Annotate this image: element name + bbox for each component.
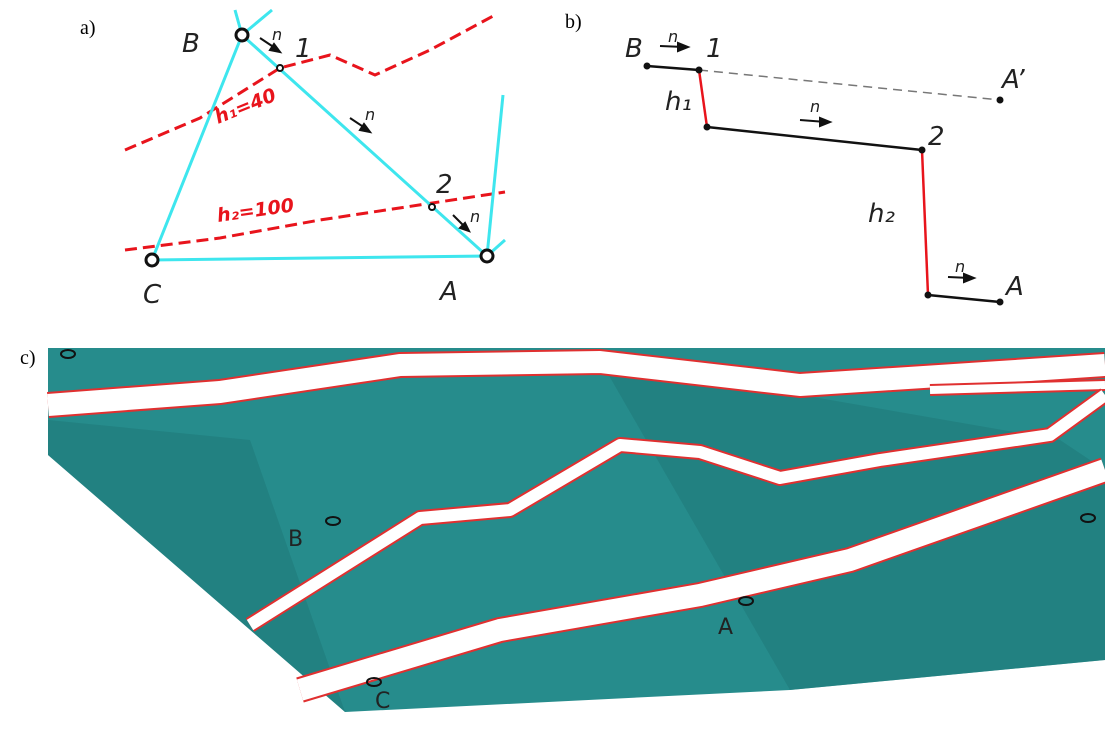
triangulation xyxy=(152,10,505,260)
point-label: A xyxy=(1004,272,1024,302)
panel-label: c) xyxy=(20,347,36,369)
point-label: C xyxy=(375,689,390,714)
normal-label: n xyxy=(955,257,965,276)
point-label: 1 xyxy=(295,34,312,64)
normal-label: n xyxy=(810,97,820,116)
point-label: A’ xyxy=(1000,65,1025,95)
contour-label: h₂=100 xyxy=(216,194,296,227)
panel-a: B 1 2 C A n n n h₁=40 h₂=100 xyxy=(125,10,505,310)
panel-label: b) xyxy=(565,11,582,33)
profile xyxy=(647,66,1000,302)
panel-c: B A C xyxy=(48,348,1105,714)
normal-label: n xyxy=(365,105,375,124)
normal-label: n xyxy=(668,27,678,46)
height-label: h₁ xyxy=(665,87,692,117)
point-label: B xyxy=(625,34,643,64)
points xyxy=(644,63,1004,306)
point-label: B xyxy=(288,527,303,552)
point-label: 1 xyxy=(706,34,723,64)
point-label: A xyxy=(438,277,458,307)
panel-label: a) xyxy=(80,17,96,39)
panel-b: B 1 A’ 2 A n n n h₁ h₂ xyxy=(625,27,1025,306)
projection xyxy=(699,70,1000,100)
normal-label: n xyxy=(272,25,282,44)
height-label: h₂ xyxy=(868,199,895,229)
figure: a) b) c) B 1 2 C A n n n h₁=4 xyxy=(0,0,1105,740)
point-label: A xyxy=(718,615,733,640)
point-label: C xyxy=(143,280,162,310)
point-label: B xyxy=(182,29,200,59)
point-label: 2 xyxy=(436,170,453,200)
normal-label: n xyxy=(470,207,480,226)
point-label: 2 xyxy=(928,122,945,152)
